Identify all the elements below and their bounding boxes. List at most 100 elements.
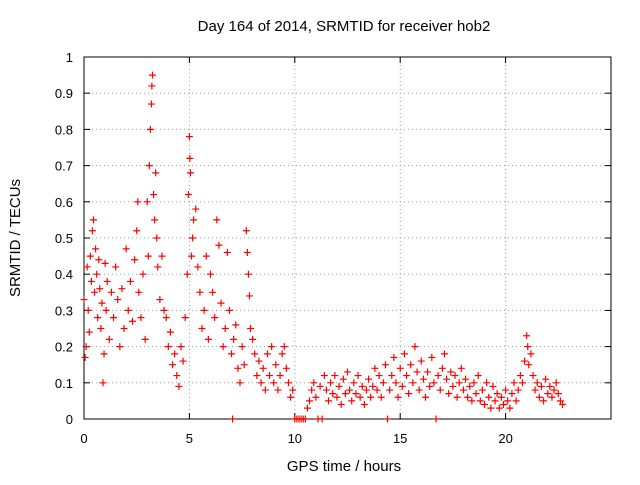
data-point — [352, 390, 360, 398]
data-point — [354, 372, 362, 380]
data-point — [358, 382, 366, 390]
data-point — [103, 277, 111, 285]
data-point — [82, 343, 90, 351]
data-point — [333, 393, 341, 401]
data-point — [329, 390, 337, 398]
data-point — [392, 379, 400, 387]
data-point — [464, 393, 472, 401]
data-point — [89, 216, 97, 224]
data-point — [552, 379, 560, 387]
data-point — [379, 379, 387, 387]
data-point — [150, 191, 158, 199]
data-point — [386, 386, 394, 394]
data-point — [443, 375, 451, 383]
data-point — [548, 393, 556, 401]
y-tick-label: 0.6 — [55, 195, 73, 210]
data-point — [542, 375, 550, 383]
data-point — [301, 415, 309, 423]
data-point — [270, 379, 278, 387]
x-tick-label: 10 — [288, 431, 302, 446]
data-point — [114, 296, 122, 304]
data-point — [499, 401, 507, 409]
y-axis-label: SRMTID / TECUs — [7, 179, 24, 297]
data-point — [189, 234, 197, 242]
data-point — [184, 191, 192, 199]
data-point — [415, 386, 423, 394]
data-point — [162, 314, 170, 322]
data-point — [95, 256, 103, 264]
data-point — [510, 379, 518, 387]
data-point — [491, 397, 499, 405]
data-point — [521, 357, 529, 365]
data-point — [228, 350, 236, 358]
data-point — [419, 375, 427, 383]
data-point — [489, 382, 497, 390]
x-tick-label: 15 — [393, 431, 407, 446]
data-point — [145, 162, 153, 170]
data-point — [245, 292, 253, 300]
data-point — [540, 397, 548, 405]
data-point — [377, 393, 385, 401]
data-point — [556, 397, 564, 405]
data-point — [529, 372, 537, 380]
data-point — [282, 364, 290, 372]
x-tick-label: 20 — [498, 431, 512, 446]
data-point — [341, 390, 349, 398]
data-point — [135, 288, 143, 296]
data-point — [217, 299, 225, 307]
data-point — [186, 154, 194, 162]
data-point — [472, 390, 480, 398]
data-point — [468, 397, 476, 405]
data-point — [204, 335, 212, 343]
data-point — [234, 364, 242, 372]
y-tick-label: 0.4 — [55, 267, 73, 282]
data-point — [508, 390, 516, 398]
data-point — [417, 357, 425, 365]
data-point — [527, 350, 535, 358]
y-tick-label: 0.5 — [55, 231, 73, 246]
data-point — [284, 379, 292, 387]
data-point — [83, 263, 91, 271]
data-point — [244, 270, 252, 278]
data-point — [407, 361, 415, 369]
data-point — [164, 343, 172, 351]
data-point — [356, 393, 364, 401]
data-point — [91, 288, 99, 296]
data-point — [310, 379, 318, 387]
data-point — [316, 382, 324, 390]
data-point — [261, 386, 269, 394]
data-point — [247, 325, 255, 332]
data-point — [373, 386, 381, 394]
y-tick-label: 0 — [66, 412, 73, 427]
data-point — [398, 382, 406, 390]
data-point — [166, 328, 174, 336]
data-point — [198, 325, 206, 332]
data-point — [375, 372, 383, 380]
data-point — [223, 248, 231, 256]
data-point — [396, 364, 404, 372]
data-point — [188, 252, 196, 260]
data-point — [151, 216, 159, 224]
data-point — [209, 288, 217, 296]
data-point — [524, 343, 532, 351]
data-point — [390, 353, 398, 361]
data-point — [303, 404, 311, 412]
data-point — [504, 397, 512, 405]
data-point — [403, 372, 411, 380]
data-point — [430, 379, 438, 387]
data-point — [153, 234, 161, 242]
data-point — [394, 393, 402, 401]
data-point — [100, 350, 108, 358]
data-point — [175, 382, 183, 390]
data-point — [173, 372, 181, 380]
data-points — [80, 71, 567, 423]
data-point — [320, 372, 328, 380]
data-point — [421, 393, 429, 401]
data-point — [98, 299, 106, 307]
data-point — [497, 393, 505, 401]
data-point — [546, 382, 554, 390]
plot-frame — [83, 56, 612, 420]
axis-ticks: 00.10.20.30.40.50.60.70.80.910 5 10 15 20 — [55, 50, 611, 446]
data-point — [360, 401, 368, 409]
